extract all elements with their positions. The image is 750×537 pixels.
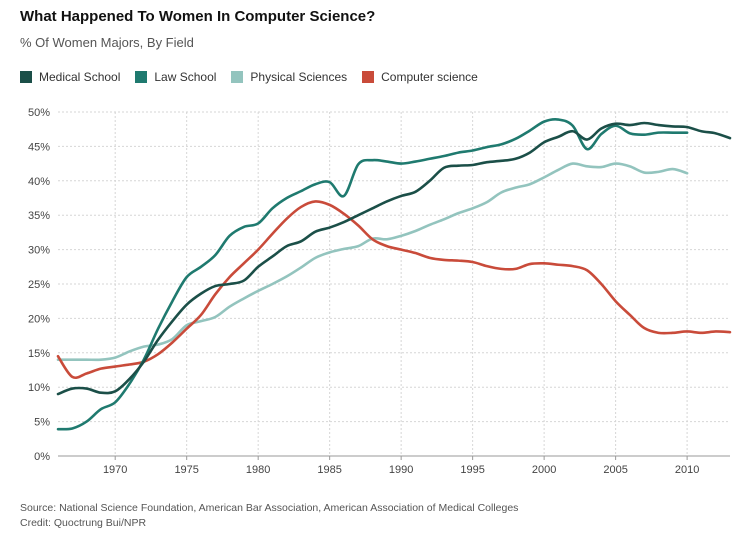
series-line-physical-sciences [56, 162, 689, 362]
legend-label-computer-science: Computer science [381, 70, 478, 84]
y-tick-label-35: 35% [28, 210, 50, 222]
legend-swatch-medical-school [20, 71, 32, 83]
x-tick-label-1975: 1975 [174, 464, 198, 476]
series-line-law-school [56, 118, 689, 431]
x-tick-label-1970: 1970 [103, 464, 127, 476]
credit-note: Credit: Quoctrung Bui/NPR [20, 517, 147, 529]
x-tick-label-1990: 1990 [389, 464, 413, 476]
source-note: Source: National Science Foundation, Ame… [20, 502, 519, 514]
line-chart: 0% 5% 10% 15% 20% 25% 30% 35% 40% 45% 50% 1970 1975 1… [28, 107, 732, 476]
legend-swatch-computer-science [362, 71, 375, 83]
x-tick-label-1985: 1985 [317, 464, 341, 476]
x-tick-label-2005: 2005 [603, 464, 627, 476]
legend-item-law-school: Law School [135, 70, 216, 84]
legend-swatch-law-school [135, 71, 148, 83]
y-tick-label-10: 10% [28, 382, 50, 394]
legend-label-medical-school: Medical School [39, 70, 121, 84]
y-tick-label-45: 45% [28, 141, 50, 153]
chart-title: What Happened To Women In Computer Scien… [20, 8, 376, 25]
series-line-medical-school [56, 121, 732, 396]
y-tick-label-0: 0% [34, 451, 50, 463]
y-tick-label-25: 25% [28, 279, 50, 291]
legend-swatch-physical-sciences [231, 71, 244, 83]
footer: Source: National Science Foundation, Ame… [20, 501, 518, 531]
y-tick-label-40: 40% [28, 176, 50, 188]
y-tick-label-15: 15% [28, 348, 50, 360]
y-tick-label-50: 50% [28, 107, 50, 119]
x-tick-label-2010: 2010 [675, 464, 699, 476]
legend: Medical School Law School Physical Scien… [20, 70, 493, 84]
legend-label-law-school: Law School [154, 70, 217, 84]
y-tick-label-20: 20% [28, 313, 50, 325]
y-tick-label-30: 30% [28, 245, 50, 257]
legend-item-computer-science: Computer science [362, 70, 478, 84]
x-tick-label-1995: 1995 [460, 464, 484, 476]
chart-subtitle: % Of Women Majors, By Field [20, 35, 194, 50]
legend-item-physical-sciences: Physical Sciences [231, 70, 347, 84]
series-line-computer-science [56, 200, 732, 380]
legend-item-medical-school: Medical School [20, 70, 120, 84]
x-tick-label-1980: 1980 [246, 464, 270, 476]
y-tick-label-5: 5% [34, 417, 50, 429]
x-tick-label-2000: 2000 [532, 464, 556, 476]
legend-label-physical-sciences: Physical Sciences [250, 70, 348, 84]
